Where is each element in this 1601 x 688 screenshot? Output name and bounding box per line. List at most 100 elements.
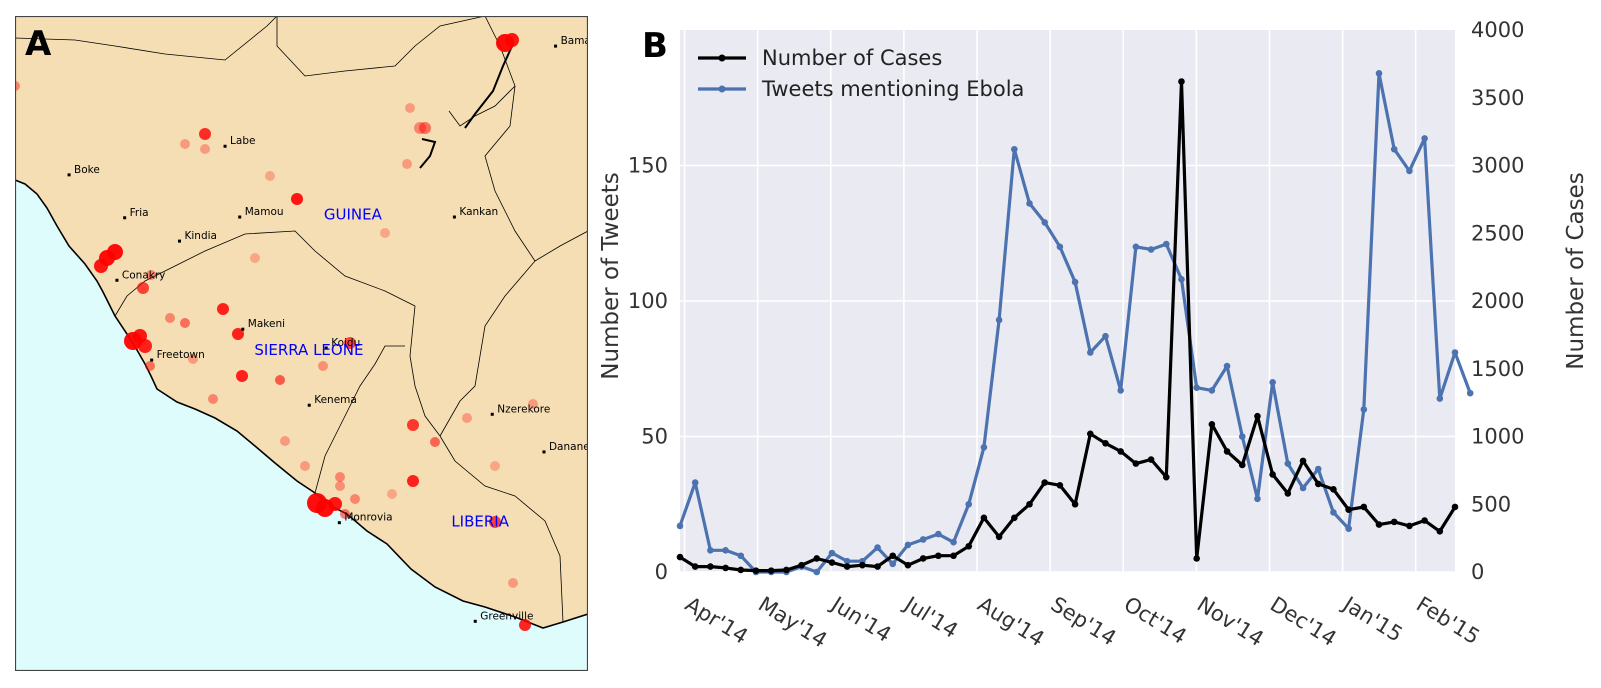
data-point [1330, 486, 1337, 493]
tweet-hotspot [236, 370, 248, 382]
data-point [813, 568, 821, 576]
data-point [798, 561, 805, 569]
tweet-hotspot [217, 303, 229, 315]
series-layer [676, 70, 1474, 576]
data-point [1041, 479, 1049, 486]
legend-marker [718, 85, 726, 93]
data-point [995, 316, 1003, 324]
city-label: Fria [130, 207, 149, 219]
city-marker [554, 44, 558, 48]
tweet-hotspot [430, 437, 440, 447]
city-label: Nzerekore [497, 403, 550, 415]
data-point [1390, 145, 1398, 153]
data-point [1314, 465, 1322, 473]
tweet-hotspot [275, 375, 285, 385]
tweet-hotspot [387, 489, 397, 499]
panel-b-letter: B [642, 26, 668, 66]
x-tick-label: Nov'14 [1193, 592, 1268, 651]
data-point [919, 536, 927, 543]
city-marker [324, 346, 328, 350]
data-point [935, 530, 942, 538]
data-point [1147, 456, 1155, 463]
data-point [1193, 384, 1200, 392]
x-tick-label: Jan'15 [1337, 591, 1406, 647]
data-point [691, 479, 699, 486]
y-right-tick-label: 4000 [1471, 18, 1524, 42]
legend: Number of Cases Tweets mentioning Ebola [698, 46, 1024, 101]
data-point [1436, 528, 1444, 535]
y-left-tick-label: 100 [628, 289, 668, 313]
data-point [1269, 379, 1276, 386]
data-point [1406, 167, 1413, 175]
data-point [1451, 349, 1459, 356]
city-marker [67, 173, 71, 177]
y-right-tick-label: 1500 [1471, 357, 1524, 381]
tweet-hotspot [280, 436, 290, 446]
y-left-axis-title: Number of Tweets [600, 172, 624, 380]
city-label: Kankan [459, 206, 498, 218]
tweet-hotspot [508, 578, 518, 588]
data-point [1345, 525, 1352, 532]
data-point [1360, 406, 1368, 413]
data-point [767, 567, 775, 574]
data-point [1086, 430, 1094, 438]
city-marker [307, 403, 311, 407]
city-marker [150, 358, 154, 362]
city-label: Labe [230, 135, 255, 147]
data-point [1284, 490, 1292, 497]
x-tick-label: Sep'14 [1047, 592, 1121, 651]
city-marker [337, 521, 341, 525]
tweet-hotspot [180, 318, 190, 328]
data-point [1254, 495, 1261, 503]
city-label: Kenema [314, 394, 357, 406]
y-right-tick-label: 2000 [1471, 289, 1524, 313]
data-point [1178, 78, 1185, 85]
city-marker [473, 619, 477, 623]
tweet-hotspot [380, 228, 390, 238]
y-left-tick-label: 0 [655, 560, 668, 584]
data-point [950, 552, 957, 560]
city-label: Greenville [480, 610, 533, 622]
data-point [919, 555, 927, 562]
data-point [783, 566, 790, 574]
data-point [722, 547, 729, 554]
data-point [1375, 70, 1383, 77]
data-point [707, 547, 714, 554]
data-point [676, 553, 684, 561]
y-right-tick-label: 3000 [1471, 154, 1524, 178]
y-left-tick-label: 50 [641, 425, 668, 449]
niger-river [464, 43, 514, 129]
data-point [1011, 145, 1018, 153]
data-point [935, 552, 942, 560]
data-point [1026, 500, 1033, 508]
data-point [1041, 219, 1049, 226]
data-point [1011, 514, 1018, 522]
data-point [1238, 461, 1246, 469]
tweet-hotspot [419, 122, 431, 134]
coastline [14, 179, 589, 629]
data-point [722, 564, 729, 572]
data-point [1421, 135, 1428, 142]
data-point [950, 538, 957, 546]
tweet-hotspot [137, 282, 149, 294]
city-label: Monrovia [344, 512, 392, 524]
tweet-hotspot [328, 497, 342, 511]
data-point [737, 566, 745, 574]
city-label: Kindia [184, 230, 216, 242]
x-tick-label: Apr'14 [681, 592, 752, 649]
tweet-hotspot [291, 193, 303, 205]
tweet-hotspot [489, 516, 501, 528]
tweet-hotspot [146, 270, 156, 280]
map-panel: Bamako Labe Boke Fria Mamou Kindia Kankan Conak… [10, 15, 603, 672]
tweet-hotspot [340, 509, 350, 519]
data-point [1330, 509, 1337, 516]
data-point [752, 567, 760, 574]
data-point [1071, 500, 1079, 508]
tweet-hotspot [335, 472, 345, 482]
data-point [1056, 481, 1064, 489]
tweet-hotspot [528, 399, 538, 409]
data-point [1208, 387, 1216, 394]
data-point [859, 561, 866, 569]
x-tick-label: Jun'14 [826, 591, 896, 647]
